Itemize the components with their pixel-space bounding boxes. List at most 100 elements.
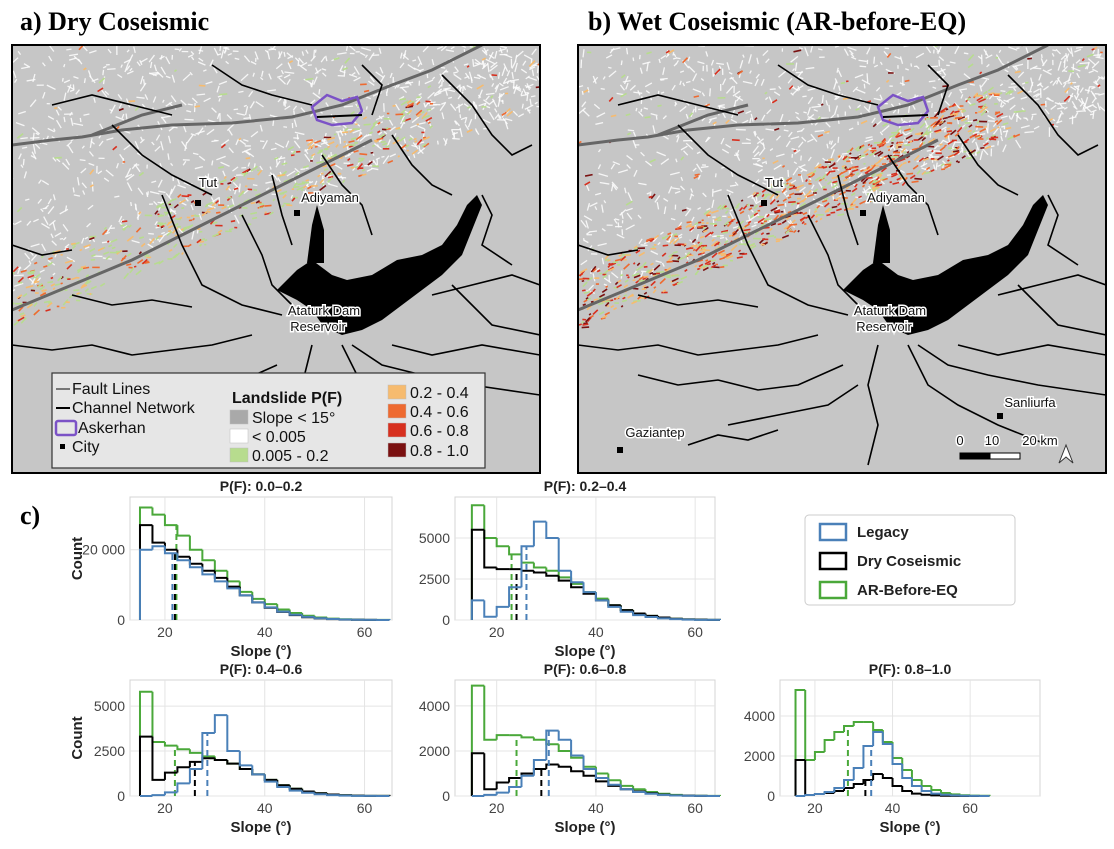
low-hazard-texture <box>578 85 584 88</box>
low-hazard-texture <box>660 158 670 165</box>
low-hazard-texture <box>128 54 134 64</box>
landslide-texture <box>854 183 858 188</box>
histogram-step <box>557 744 572 752</box>
low-hazard-texture <box>960 94 964 99</box>
low-hazard-texture <box>389 72 393 79</box>
landslide-texture <box>914 177 923 180</box>
low-hazard-texture <box>286 78 291 86</box>
landslide-texture <box>76 292 80 295</box>
landslide-texture <box>680 156 685 161</box>
low-hazard-texture <box>302 190 310 196</box>
low-hazard-texture <box>721 148 730 154</box>
landslide-texture <box>781 219 787 224</box>
low-hazard-texture <box>1079 62 1089 65</box>
landslide-texture <box>739 210 745 215</box>
low-hazard-texture <box>99 123 104 130</box>
low-hazard-texture <box>437 89 447 94</box>
landslide-texture <box>422 136 427 139</box>
low-hazard-texture <box>382 155 390 165</box>
low-hazard-texture <box>185 197 189 202</box>
x-tick-label: 20 <box>489 800 505 816</box>
low-hazard-texture <box>234 57 240 60</box>
landslide-texture <box>855 172 860 176</box>
low-hazard-texture <box>1037 82 1042 87</box>
landslide-texture <box>647 268 654 274</box>
low-hazard-texture <box>1050 104 1057 110</box>
low-hazard-texture <box>1041 59 1048 67</box>
landslide-texture <box>327 172 334 176</box>
histogram-step <box>813 793 825 795</box>
landslide-texture <box>421 110 425 114</box>
landslide-texture <box>944 132 950 138</box>
low-hazard-texture <box>797 76 804 80</box>
landslide-texture <box>858 146 862 149</box>
landslide-texture <box>711 209 719 214</box>
landslide-texture <box>701 264 709 268</box>
landslide-texture <box>607 262 611 266</box>
landslide-texture <box>354 165 359 169</box>
low-hazard-texture <box>448 96 453 99</box>
low-hazard-texture <box>198 155 206 161</box>
low-hazard-texture <box>799 186 806 193</box>
landslide-texture <box>582 289 586 292</box>
histogram-step <box>163 791 178 796</box>
low-hazard-texture <box>340 70 346 74</box>
low-hazard-texture <box>1089 113 1094 116</box>
low-hazard-texture <box>42 91 46 99</box>
low-hazard-texture <box>1015 139 1022 149</box>
low-hazard-texture <box>932 86 937 90</box>
landslide-texture <box>683 251 691 259</box>
low-hazard-texture <box>791 88 800 96</box>
landslide-texture <box>382 142 388 146</box>
landslide-texture <box>705 222 709 225</box>
landslide-texture <box>82 266 90 270</box>
low-hazard-texture <box>23 264 31 271</box>
low-hazard-texture <box>235 138 240 146</box>
landslide-texture <box>342 179 346 184</box>
landslide-texture <box>158 260 164 265</box>
low-hazard-texture <box>996 97 1001 102</box>
low-hazard-texture <box>627 192 633 202</box>
low-hazard-texture <box>745 110 752 115</box>
low-hazard-texture <box>789 219 796 228</box>
histogram-step <box>313 616 328 620</box>
low-hazard-texture <box>69 53 79 57</box>
histogram-step <box>251 595 265 604</box>
landslide-texture <box>748 207 753 211</box>
low-hazard-texture <box>1055 48 1061 55</box>
landslide-texture <box>317 150 323 155</box>
landslide-texture <box>810 172 815 178</box>
landslide-texture <box>694 173 700 176</box>
landslide-texture <box>1002 122 1009 126</box>
histogram-step <box>251 765 265 776</box>
low-hazard-texture <box>830 143 837 150</box>
low-hazard-texture <box>198 57 204 62</box>
low-hazard-texture <box>186 110 192 113</box>
x-tick-label: 20 <box>489 624 505 640</box>
landslide-texture <box>1007 135 1015 141</box>
low-hazard-texture <box>645 90 650 94</box>
low-hazard-texture <box>768 96 773 104</box>
landslide-texture <box>84 288 90 293</box>
low-hazard-texture <box>671 84 676 91</box>
landslide-texture <box>667 232 672 236</box>
landslide-texture <box>744 230 749 234</box>
landslide-texture <box>685 223 693 229</box>
low-hazard-texture <box>123 144 131 151</box>
low-hazard-texture <box>73 76 79 79</box>
x-tick-label: 60 <box>687 800 703 816</box>
low-hazard-texture <box>679 70 685 73</box>
low-hazard-texture <box>98 134 102 139</box>
low-hazard-texture <box>833 105 839 116</box>
map-legend-box <box>51 372 486 469</box>
landslide-texture <box>636 262 641 267</box>
landslide-texture <box>776 200 780 203</box>
landslide-texture <box>736 256 743 259</box>
low-hazard-texture <box>995 54 1003 64</box>
low-hazard-texture <box>424 79 434 85</box>
low-hazard-texture <box>1074 48 1082 53</box>
landslide-texture <box>869 144 873 148</box>
low-hazard-texture <box>592 273 596 282</box>
low-hazard-texture <box>857 104 862 109</box>
low-hazard-texture <box>1098 92 1105 96</box>
